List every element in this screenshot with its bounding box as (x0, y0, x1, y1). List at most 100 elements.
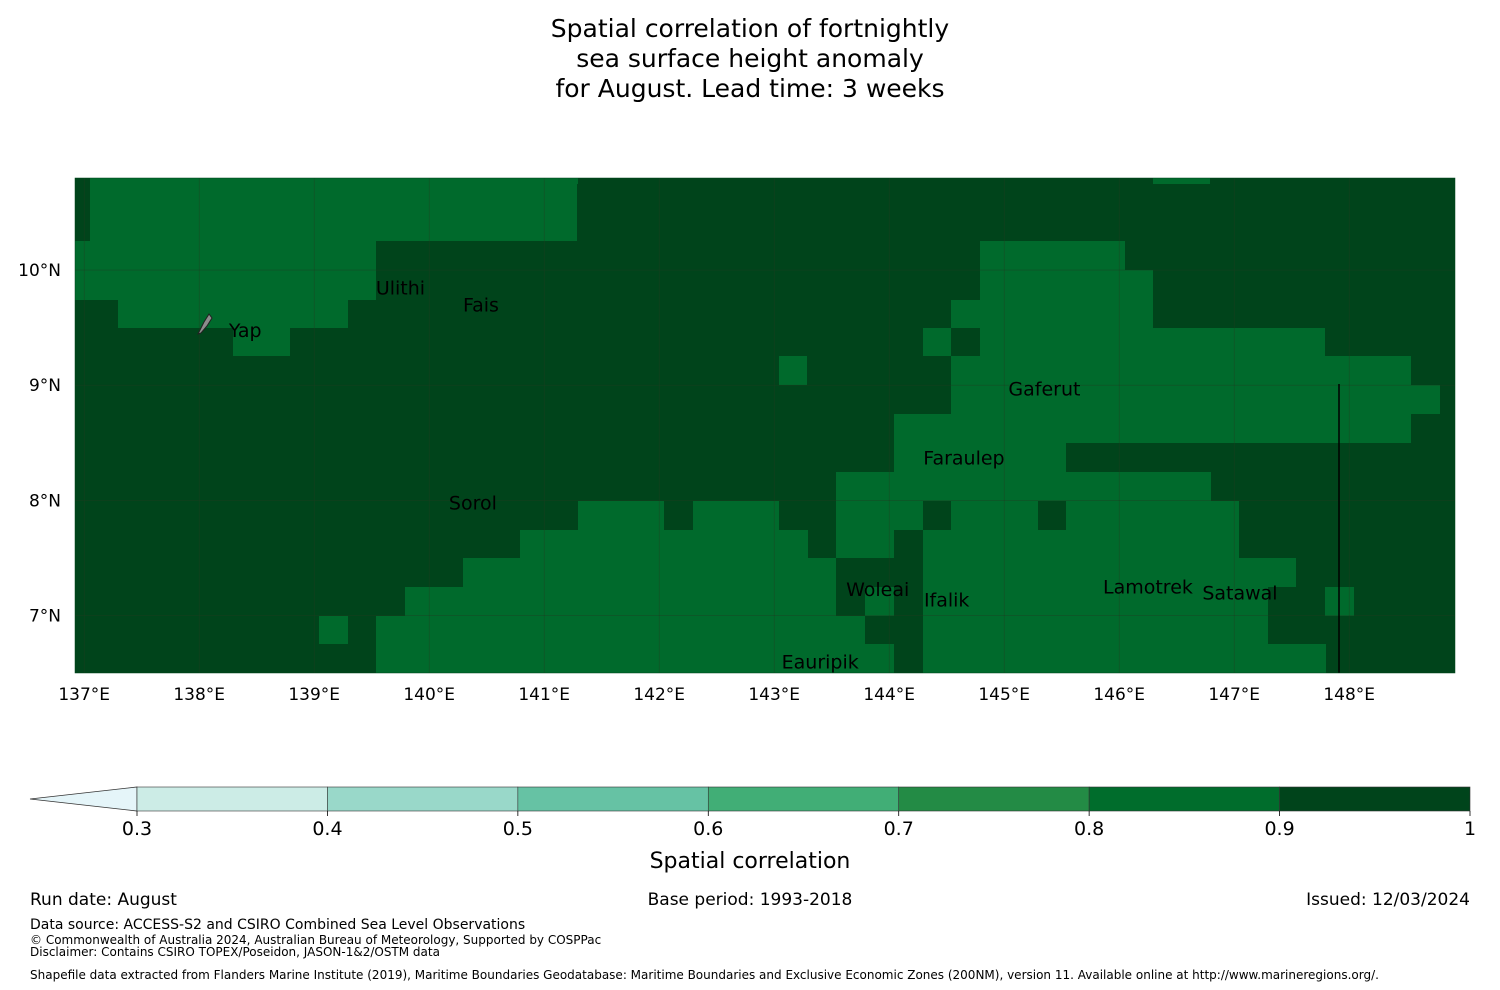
field-cell (836, 530, 894, 558)
colorbar-tick-label: 0.6 (693, 818, 723, 840)
graticule (75, 178, 1455, 673)
place-label: Ifalik (924, 589, 970, 611)
field-cell (463, 558, 836, 587)
shapefile-credit: Shapefile data extracted from Flanders M… (30, 968, 1379, 982)
field-cell (405, 587, 836, 616)
field-cell (951, 300, 1153, 328)
place-label: Fais (463, 295, 499, 317)
place-label: Woleai (846, 579, 909, 601)
colorbar-segment (1279, 786, 1471, 812)
field-cell (376, 616, 865, 644)
longitude-label: 146°E (1093, 685, 1145, 705)
field-cell (90, 178, 577, 241)
colorbar-tick-label: 0.5 (503, 818, 533, 840)
field-cell (923, 644, 1326, 673)
field-cell (894, 414, 1411, 443)
latitude-labels: 10°N 9°N 8°N 7°N (18, 261, 61, 626)
field-cell (980, 328, 1325, 356)
disclaimer: Disclaimer: Contains CSIRO TOPEX/Poseido… (30, 945, 440, 959)
map-title: Spatial correlation of fortnightly sea s… (0, 14, 1500, 104)
colorbar-segment (898, 786, 1090, 812)
field-cell (1153, 178, 1210, 184)
latitude-label: 7°N (29, 606, 61, 626)
place-label: Sorol (449, 493, 497, 515)
place-label: Ulithi (376, 277, 425, 299)
field-cell (75, 241, 376, 270)
field-cell (779, 356, 807, 385)
place-labels: Ulithi Fais Yap Gaferut Faraulep Sorol Woleai I… (228, 277, 1278, 673)
title-line-2: sea surface height anomaly (576, 44, 924, 73)
colorbar-segments (29, 786, 1471, 812)
field-cell (894, 443, 1066, 472)
place-label: Satawal (1202, 582, 1277, 604)
latitude-label: 9°N (29, 376, 61, 396)
colorbar-segment (1088, 786, 1280, 812)
copyright: © Commonwealth of Australia 2024, Austra… (30, 933, 602, 947)
place-label: Faraulep (923, 448, 1004, 470)
yap-land (197, 313, 213, 335)
yap-island (197, 313, 213, 335)
map-frame (74, 177, 1456, 674)
colorbar-tick-label: 0.3 (122, 818, 152, 840)
longitude-label: 142°E (633, 685, 685, 705)
longitude-labels: 137°E 138°E 139°E 140°E 141°E 142°E 143°E 144°E… (58, 685, 1375, 705)
colorbar: 0.3 0.4 0.5 0.6 0.7 0.8 0.9 1 Spatial correlati… (29, 786, 1476, 874)
field-cell (951, 501, 1038, 530)
colorbar-tick-label: 1 (1464, 818, 1476, 840)
colorbar-tick-label: 0.9 (1264, 818, 1294, 840)
field-cell (923, 616, 1268, 644)
colorbar-segment (327, 786, 519, 812)
field-cell (520, 530, 808, 558)
colorbar-segment (517, 786, 709, 812)
colorbar-tick-label: 0.4 (312, 818, 342, 840)
latitude-label: 10°N (18, 261, 61, 281)
colorbar-tick-label: 0.8 (1074, 818, 1104, 840)
field-cell (233, 328, 290, 356)
field-cell (578, 501, 664, 530)
colorbar-segment (136, 786, 328, 812)
place-label: Yap (228, 320, 262, 342)
latitude-label: 8°N (29, 491, 61, 511)
colorbar-extend-arrow (29, 786, 138, 812)
place-label: Lamotrek (1103, 577, 1193, 599)
longitude-label: 141°E (518, 685, 570, 705)
correlation-map[interactable]: Ulithi Fais Yap Gaferut Faraulep Sorol Woleai I… (0, 0, 1500, 720)
field-cell (980, 270, 1153, 300)
longitude-label: 140°E (403, 685, 455, 705)
longitude-label: 138°E (173, 685, 225, 705)
place-label: Eauripik (782, 651, 859, 673)
colorbar-ticks: 0.3 0.4 0.5 0.6 0.7 0.8 0.9 1 (122, 811, 1476, 840)
field-cell (75, 270, 376, 300)
longitude-label: 137°E (58, 685, 110, 705)
field-cell (923, 558, 1296, 587)
field-cell (951, 356, 1411, 385)
longitude-label: 148°E (1323, 685, 1375, 705)
field-cell (980, 241, 1125, 270)
field-cell (693, 501, 779, 530)
field-cell (836, 501, 923, 530)
issued-date: Issued: 12/03/2024 (1306, 890, 1470, 910)
field-cell (923, 328, 951, 356)
data-source: Data source: ACCESS-S2 and CSIRO Combine… (30, 917, 526, 933)
colorbar-segment (707, 786, 900, 812)
base-period: Base period: 1993-2018 (647, 890, 853, 910)
longitude-label: 143°E (748, 685, 800, 705)
longitude-label: 139°E (288, 685, 340, 705)
title-line-1: Spatial correlation of fortnightly (550, 14, 950, 43)
longitude-label: 147°E (1208, 685, 1260, 705)
field-cell (923, 530, 1239, 558)
field-cell (951, 385, 1440, 414)
title-line-3: for August. Lead time: 3 weeks (555, 74, 945, 103)
place-label: Gaferut (1008, 379, 1080, 401)
field-cell (1066, 501, 1239, 530)
colorbar-label: Spatial correlation (650, 849, 851, 874)
correlation-field (75, 178, 1455, 673)
longitude-label: 145°E (978, 685, 1030, 705)
field-cell (836, 472, 1211, 501)
field-cell (376, 644, 894, 673)
field-cell (548, 178, 578, 184)
field-cell (319, 616, 348, 644)
field-cell (118, 300, 348, 328)
longitude-label: 144°E (863, 685, 915, 705)
colorbar-tick-label: 0.7 (884, 818, 914, 840)
